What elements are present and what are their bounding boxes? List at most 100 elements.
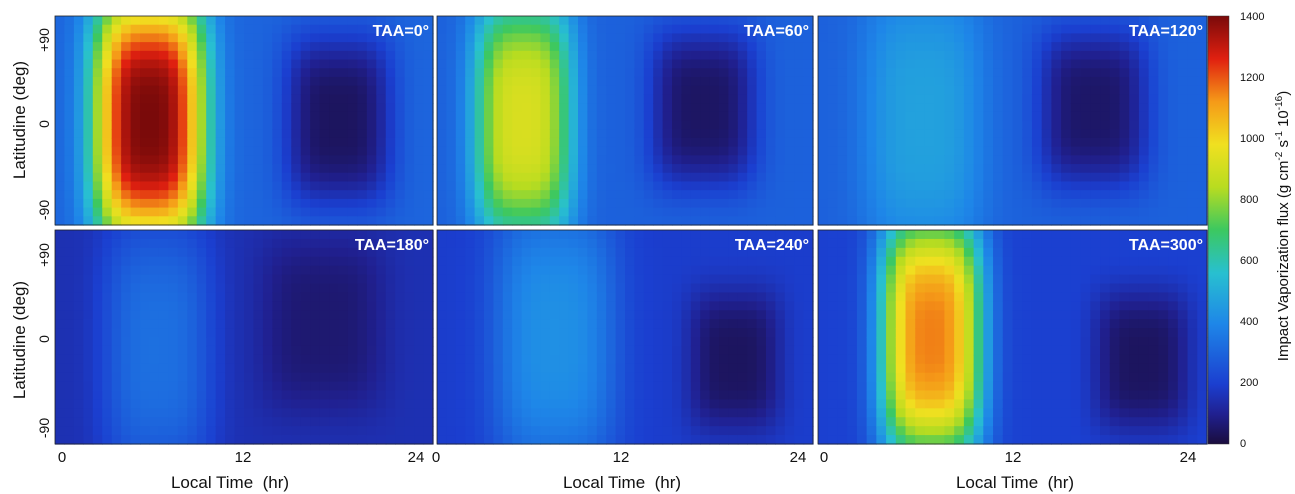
heatmap-cell — [924, 137, 936, 148]
heatmap-cell — [827, 426, 839, 436]
heatmap-cell — [319, 247, 330, 258]
heatmap-cell — [329, 381, 340, 392]
heatmap-cell — [329, 68, 340, 78]
heatmap-cell — [149, 372, 160, 383]
heatmap-cell — [493, 256, 504, 267]
heatmap-cell — [606, 16, 617, 26]
heatmap-cell — [187, 207, 198, 217]
heatmap-cell — [319, 238, 330, 249]
heatmap-cell — [291, 24, 302, 35]
heatmap-cell — [1168, 155, 1179, 165]
heatmap-cell — [404, 283, 415, 294]
heatmap-cell — [281, 198, 292, 209]
heatmap-cell — [92, 274, 103, 285]
heatmap-cell — [272, 164, 283, 174]
heatmap-cell — [300, 274, 311, 285]
heatmap-cell — [653, 247, 664, 258]
heatmap-cell — [130, 172, 141, 183]
heatmap-cell — [446, 310, 457, 320]
heatmap-cell — [404, 76, 415, 87]
heatmap-cell — [540, 292, 551, 302]
heatmap-cell — [64, 408, 75, 418]
heatmap-cell — [803, 319, 814, 329]
heatmap-cell — [784, 381, 795, 392]
heatmap-cell — [395, 319, 406, 329]
heatmap-cell — [856, 50, 868, 61]
heatmap-cell — [338, 345, 349, 356]
heatmap-cell — [168, 265, 179, 276]
heatmap-cell — [149, 164, 160, 174]
heatmap-cell — [568, 274, 579, 285]
heatmap-cell — [395, 390, 406, 401]
heatmap-cell — [653, 68, 664, 78]
heatmap-cell — [837, 94, 848, 104]
panel-title: TAA=120° — [1129, 23, 1203, 40]
heatmap-cell — [92, 85, 103, 95]
heatmap-cell — [102, 24, 113, 35]
heatmap-cell — [700, 381, 711, 392]
heatmap-cell — [803, 354, 814, 365]
heatmap-cell — [775, 301, 786, 311]
heatmap-cell — [1100, 68, 1111, 78]
heatmap-cell — [847, 155, 858, 165]
heatmap-cell — [973, 198, 984, 209]
heatmap-cell — [474, 59, 485, 69]
heatmap-cell — [215, 216, 226, 226]
heatmap-cell — [568, 129, 579, 139]
heatmap-cell — [756, 146, 767, 156]
heatmap-cell — [1051, 24, 1062, 35]
heatmap-cell — [338, 172, 349, 183]
heatmap-cell — [531, 120, 541, 130]
heatmap-cell — [423, 181, 434, 191]
heatmap-cell — [357, 50, 368, 61]
heatmap-cell — [244, 59, 255, 69]
heatmap-cell — [281, 301, 292, 311]
heatmap-cell — [803, 120, 814, 130]
heatmap-cell — [634, 337, 645, 347]
heatmap-cell — [587, 345, 598, 356]
heatmap-cell — [672, 247, 682, 258]
heatmap-cell — [596, 265, 607, 276]
heatmap-cell — [329, 129, 340, 139]
heatmap-cell — [924, 111, 936, 122]
heatmap-cell — [886, 85, 897, 95]
heatmap-cell — [177, 265, 188, 276]
heatmap-cell — [111, 435, 122, 445]
heatmap-cell — [643, 68, 654, 78]
heatmap-cell — [1070, 94, 1082, 104]
heatmap-cell — [531, 230, 541, 240]
heatmap-cell — [540, 426, 551, 436]
heatmap-cell — [895, 111, 907, 122]
heatmap-cell — [1041, 155, 1052, 165]
heatmap-cell — [766, 94, 776, 104]
heatmap-cell — [827, 435, 839, 445]
heatmap-cell — [465, 190, 476, 200]
heatmap-cell — [281, 216, 292, 226]
heatmap-cell — [1080, 216, 1091, 226]
heatmap-cell — [634, 238, 645, 249]
heatmap-cell — [709, 146, 720, 156]
heatmap-cell — [521, 417, 532, 427]
heatmap-cell — [837, 238, 848, 249]
heatmap-cell — [234, 363, 245, 374]
heatmap-cell — [253, 85, 264, 95]
heatmap-cell — [385, 59, 396, 69]
heatmap-cell — [700, 76, 711, 87]
heatmap-cell — [111, 50, 122, 61]
heatmap-cell — [587, 216, 598, 226]
heatmap-cell — [973, 33, 984, 43]
heatmap-cell — [319, 129, 330, 139]
heatmap-cell — [1148, 164, 1159, 174]
heatmap-cell — [347, 42, 358, 52]
heatmap-cell — [446, 354, 457, 365]
heatmap-cell — [615, 190, 626, 200]
heatmap-cell — [747, 198, 758, 209]
heatmap-cell — [215, 310, 226, 320]
heatmap-cell — [973, 137, 984, 148]
heatmap-cell — [376, 137, 387, 148]
heatmap-cell — [244, 103, 255, 113]
heatmap-cell — [234, 256, 245, 267]
heatmap-cell — [272, 129, 283, 139]
heatmap-cell — [234, 230, 245, 240]
heatmap-cell — [1051, 164, 1062, 174]
